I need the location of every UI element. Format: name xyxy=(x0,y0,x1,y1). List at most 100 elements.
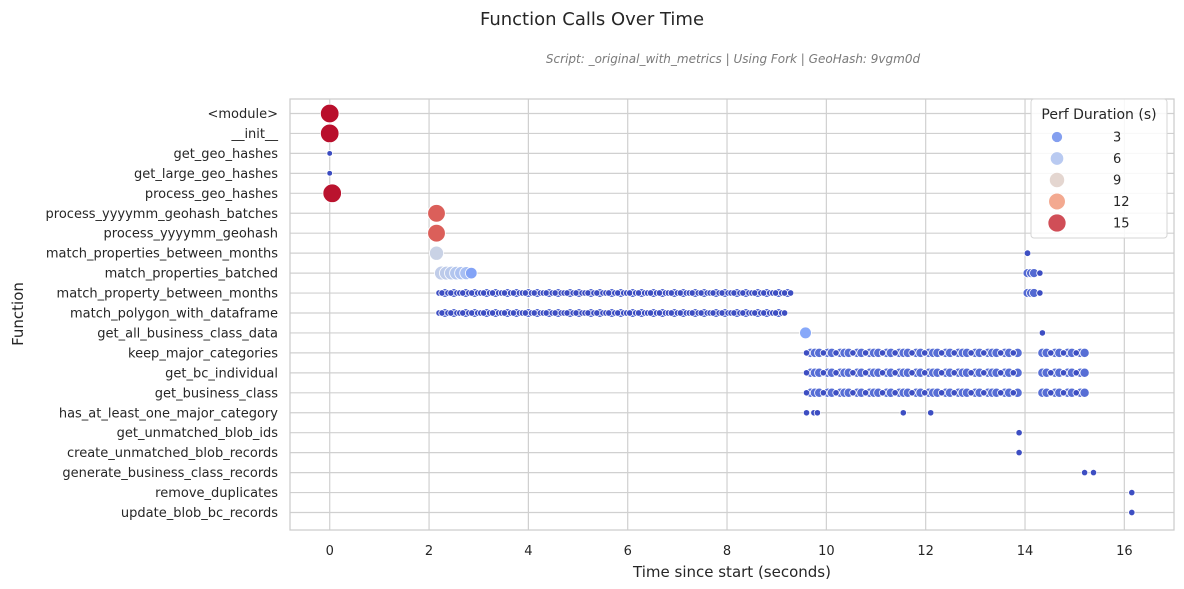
data-point xyxy=(584,289,592,297)
data-point xyxy=(572,309,580,317)
data-point xyxy=(614,309,622,317)
data-point xyxy=(908,349,916,357)
legend-marker xyxy=(1048,171,1066,189)
data-point xyxy=(1128,488,1136,497)
data-point xyxy=(320,123,340,144)
data-point xyxy=(751,289,759,297)
data-point xyxy=(899,409,907,417)
y-tick-label: get_business_class xyxy=(155,386,279,401)
data-point xyxy=(950,349,958,357)
plot-frame xyxy=(289,98,1175,531)
data-point xyxy=(530,309,538,317)
data-point xyxy=(908,369,916,377)
data-point xyxy=(849,369,857,377)
data-point xyxy=(802,349,811,357)
data-point xyxy=(927,409,935,417)
data-point xyxy=(861,349,870,357)
data-point xyxy=(655,289,664,297)
data-point xyxy=(819,389,828,397)
data-point xyxy=(861,389,870,397)
x-tick-label: 2 xyxy=(425,544,433,559)
data-point xyxy=(937,349,946,357)
data-point xyxy=(967,349,975,357)
y-tick-label: match_property_between_months xyxy=(57,287,279,302)
data-point xyxy=(459,289,467,297)
data-point xyxy=(626,309,634,317)
data-point xyxy=(950,389,958,397)
data-point xyxy=(1072,369,1080,377)
data-point xyxy=(509,309,518,317)
plot-grid xyxy=(290,99,1174,530)
data-point xyxy=(676,309,685,317)
data-point xyxy=(802,409,811,417)
data-point xyxy=(322,183,342,203)
data-point xyxy=(786,289,795,297)
data-point xyxy=(438,309,446,317)
y-tick-label: process_yyyymm_geohash xyxy=(104,227,278,242)
data-point xyxy=(542,289,550,297)
data-point xyxy=(799,326,812,340)
y-tick-label: get_large_geo_hashes xyxy=(134,167,278,182)
legend-marker xyxy=(1048,192,1066,211)
data-point xyxy=(1079,387,1090,398)
data-point xyxy=(521,309,530,317)
data-point xyxy=(465,266,478,280)
legend-items: 3 6 9 12 15 xyxy=(1047,131,1130,233)
data-point xyxy=(1047,389,1055,397)
data-point xyxy=(819,369,828,377)
data-point xyxy=(921,389,929,397)
data-point xyxy=(802,369,811,377)
data-point xyxy=(832,389,840,397)
data-point xyxy=(1038,329,1047,337)
data-point xyxy=(551,309,559,317)
x-tick-label: 8 xyxy=(723,544,731,559)
data-point xyxy=(1009,349,1017,357)
data-point xyxy=(468,309,476,317)
legend-title: Perf Duration (s) xyxy=(1041,107,1156,123)
data-point xyxy=(718,309,726,317)
data-point xyxy=(772,289,780,297)
y-tick-label: get_unmatched_blob_ids xyxy=(117,426,279,441)
data-point xyxy=(320,103,340,124)
data-point xyxy=(891,369,899,377)
data-point xyxy=(1072,349,1080,357)
data-point xyxy=(819,349,828,357)
data-point xyxy=(488,309,497,317)
data-point xyxy=(813,409,822,417)
data-point xyxy=(730,289,738,297)
data-point xyxy=(730,309,738,317)
y-tick-label: has_at_least_one_major_category xyxy=(59,406,278,421)
data-point xyxy=(937,389,946,397)
data-point xyxy=(908,389,916,397)
data-point xyxy=(718,289,726,297)
y-tick-label: match_properties_between_months xyxy=(46,247,278,262)
data-point xyxy=(1059,349,1068,357)
data-point xyxy=(509,289,518,297)
data-point xyxy=(500,309,509,317)
data-point xyxy=(980,369,988,377)
chart-title: Function Calls Over Time xyxy=(480,9,704,30)
data-point xyxy=(1079,367,1090,378)
data-point xyxy=(832,369,840,377)
data-point xyxy=(891,389,899,397)
chart-subtitle: Script: _original_with_metrics | Using F… xyxy=(546,52,921,66)
data-point xyxy=(1080,468,1089,477)
data-point xyxy=(997,389,1005,397)
data-point xyxy=(634,289,643,297)
data-point xyxy=(326,170,333,177)
data-point xyxy=(551,289,559,297)
data-point xyxy=(739,309,747,317)
data-point xyxy=(468,289,476,297)
y-tick-label: process_geo_hashes xyxy=(145,187,278,202)
data-point xyxy=(1023,249,1032,257)
data-point xyxy=(521,289,530,297)
data-point xyxy=(1047,349,1055,357)
data-point xyxy=(697,289,705,297)
legend-label: 6 xyxy=(1113,152,1121,167)
data-point xyxy=(605,309,613,317)
data-point xyxy=(1089,468,1098,477)
data-point xyxy=(861,369,870,377)
x-tick-label: 16 xyxy=(1116,544,1133,559)
y-tick-label: __init__ xyxy=(230,127,278,142)
